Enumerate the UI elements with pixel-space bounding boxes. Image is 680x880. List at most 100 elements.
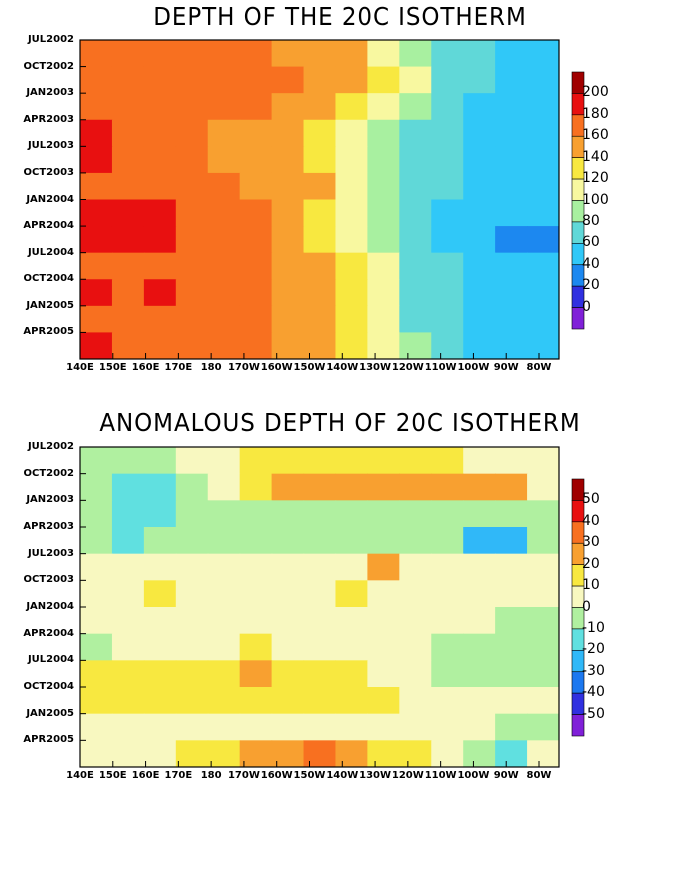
- heatmap-cell: [335, 527, 368, 555]
- heatmap-cell: [399, 119, 432, 147]
- heatmap-cell: [111, 607, 145, 635]
- heatmap-cell: [527, 119, 559, 147]
- heatmap-cell: [367, 93, 400, 121]
- colorbar-label: -10: [582, 619, 605, 636]
- x-tick-label: 140W: [326, 362, 359, 373]
- heatmap-cell: [495, 500, 528, 528]
- y-tick-label: OCT2003: [23, 166, 75, 178]
- heatmap-cell: [80, 252, 113, 280]
- heatmap-cell: [207, 305, 241, 334]
- x-tick-label: 180: [200, 362, 222, 373]
- heatmap-cell: [495, 199, 528, 227]
- heatmap-cell: [207, 66, 241, 94]
- heatmap-cell: [271, 93, 305, 121]
- heatmap-cell: [303, 119, 337, 147]
- heatmap-cell: [399, 93, 432, 121]
- heatmap-cell: [239, 447, 273, 475]
- heatmap-cell: [431, 553, 464, 581]
- heatmap-cell: [143, 527, 177, 555]
- heatmap-cell: [303, 500, 337, 528]
- heatmap-cell: [335, 119, 368, 147]
- heatmap-cell: [335, 172, 368, 201]
- heatmap-cell: [303, 226, 337, 254]
- y-tick-label: OCT2004: [23, 681, 75, 692]
- heatmap-cell: [175, 580, 209, 608]
- heatmap-cell: [207, 633, 241, 661]
- heatmap-cell: [143, 226, 177, 254]
- heatmap-cell: [463, 332, 496, 359]
- heatmap-cell: [303, 252, 337, 280]
- heatmap-cell: [463, 553, 496, 581]
- heatmap-cell: [207, 226, 241, 254]
- heatmap-cell: [271, 473, 305, 501]
- heatmap-cell: [143, 500, 177, 528]
- heatmap-cell: [143, 633, 177, 661]
- heatmap-cell: [80, 740, 113, 767]
- heatmap-cell: [399, 332, 432, 359]
- heatmap-cell: [271, 279, 305, 307]
- heatmap-cell: [399, 713, 432, 741]
- heatmap-cell: [335, 713, 368, 741]
- heatmap-cell: [143, 687, 177, 715]
- heatmap-cell: [463, 633, 496, 661]
- heatmap-cell: [399, 172, 432, 201]
- heatmap-cell: [143, 40, 177, 68]
- heatmap-cell: [303, 740, 337, 767]
- heatmap-cell: [431, 473, 464, 501]
- heatmap-cell: [239, 332, 273, 359]
- heatmap-cell: [431, 687, 464, 715]
- heatmap-cell: [463, 473, 496, 501]
- heatmap-cell: [431, 740, 464, 767]
- x-tick-label: 110W: [424, 362, 457, 373]
- heatmap-cell: [463, 172, 496, 201]
- heatmap-cell: [175, 607, 209, 635]
- y-tick-label: JAN2004: [26, 601, 74, 612]
- heatmap-cell: [335, 500, 368, 528]
- heatmap-cell: [143, 660, 177, 688]
- heatmap-cell: [367, 713, 400, 741]
- heatmap-cell: [367, 607, 400, 635]
- heatmap-cell: [80, 527, 113, 555]
- heatmap-cell: [303, 305, 337, 334]
- heatmap-cell: [207, 252, 241, 280]
- colorbar-label: 40: [582, 512, 600, 529]
- y-tick-label: JAN2003: [26, 87, 74, 99]
- heatmap-cell: [143, 199, 177, 227]
- heatmap-cell: [495, 279, 528, 307]
- heatmap-cell: [271, 252, 305, 280]
- heatmap-cell: [495, 146, 528, 174]
- heatmap-cell: [175, 305, 209, 334]
- heatmap-cell: [271, 40, 305, 68]
- heatmap-cell: [207, 660, 241, 688]
- heatmap-cell: [207, 172, 241, 201]
- heatmap-cell: [431, 633, 464, 661]
- heatmap-cell: [527, 252, 559, 280]
- x-tick-label: 120W: [391, 362, 424, 373]
- heatmap-cell: [495, 66, 528, 94]
- x-tick-label: 150W: [293, 362, 326, 373]
- heatmap-cell: [335, 553, 368, 581]
- colorbar-label: 160: [582, 127, 609, 144]
- heatmap-cell: [111, 660, 145, 688]
- colorbar-swatch: [571, 307, 585, 330]
- heatmap-cell: [303, 40, 337, 68]
- heatmap-cell: [495, 119, 528, 147]
- heatmap-cell: [175, 146, 209, 174]
- heatmap-cell: [239, 687, 273, 715]
- heatmap-cell: [80, 279, 113, 307]
- heatmap-cell: [367, 500, 400, 528]
- heatmap-cell: [80, 607, 113, 635]
- heatmap-cell: [175, 500, 209, 528]
- x-tick-label: 170W: [227, 770, 260, 781]
- heatmap-cell: [527, 527, 559, 555]
- heatmap-cell: [303, 527, 337, 555]
- heatmap-cell: [527, 146, 559, 174]
- heatmap-cell: [303, 66, 337, 94]
- heatmap-cell: [367, 473, 400, 501]
- heatmap-cell: [239, 527, 273, 555]
- heatmap-cell: [303, 172, 337, 201]
- heatmap-cell: [527, 713, 559, 741]
- heatmap-cell: [527, 553, 559, 581]
- heatmap-cell: [207, 447, 241, 475]
